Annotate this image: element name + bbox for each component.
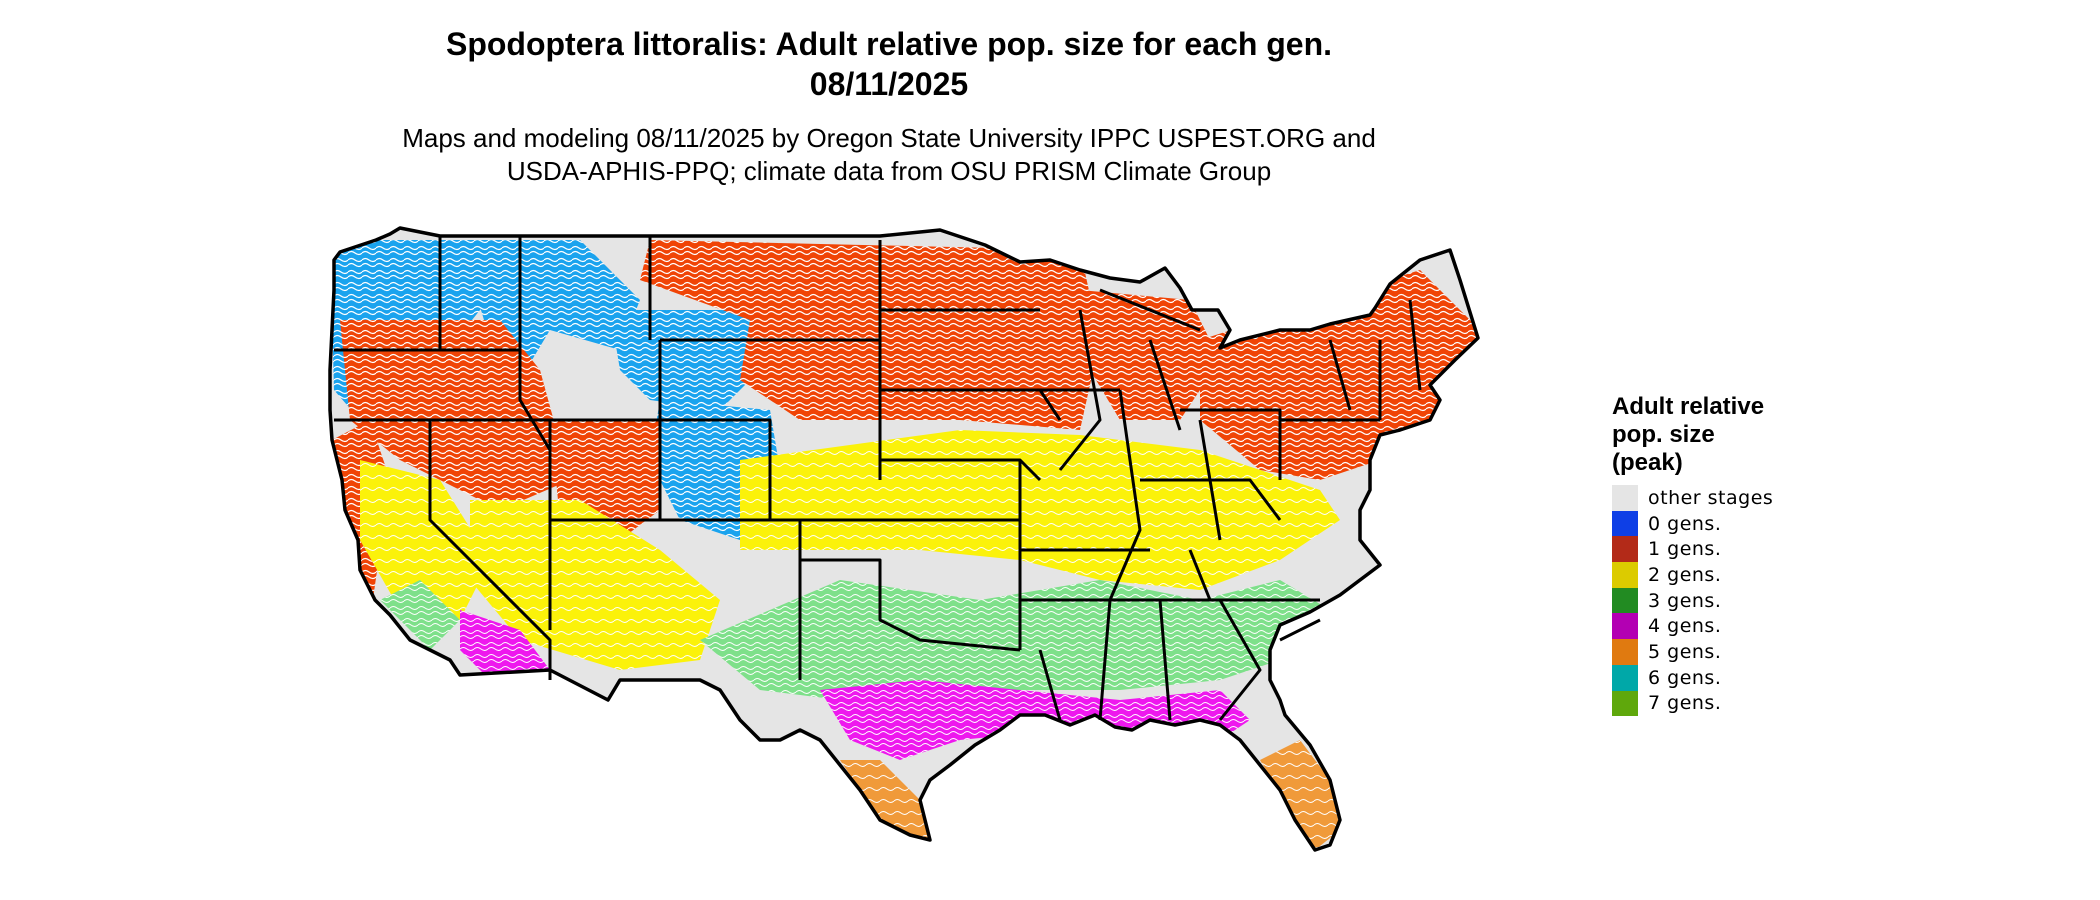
zone-1-gens-great-basin — [340, 320, 570, 510]
zone-3-gens-south-belt — [700, 580, 1330, 700]
legend-swatch — [1612, 536, 1638, 563]
legend-item: other stages — [1612, 485, 1872, 511]
legend-label: 2 gens. — [1648, 563, 1722, 586]
legend-swatch — [1612, 639, 1638, 665]
legend-label: 5 gens. — [1648, 640, 1722, 663]
legend-item: 1 gens. — [1612, 536, 1872, 563]
zone-5-gens-south-texas — [840, 760, 930, 840]
title-line-1: Spodoptera littoralis: Adult relative po… — [445, 26, 1333, 62]
zone-4-gens-arizona — [460, 610, 550, 680]
legend-item: 5 gens. — [1612, 639, 1872, 665]
subtitle-line-1: Maps and modeling 08/11/2025 by Oregon S… — [402, 123, 1376, 153]
legend-item: 2 gens. — [1612, 562, 1872, 588]
map-subtitle: Maps and modeling 08/11/2025 by Oregon S… — [0, 122, 1778, 188]
us-map — [328, 226, 1480, 852]
legend-swatch — [1612, 587, 1638, 614]
zone-3-gens-california-south — [380, 580, 460, 650]
legend-label: 1 gens. — [1648, 538, 1722, 561]
legend-swatch — [1612, 690, 1638, 717]
zone-5-gens-florida — [1260, 740, 1340, 850]
legend-swatch — [1612, 485, 1638, 511]
legend-swatch — [1612, 613, 1638, 640]
legend-swatch — [1612, 664, 1638, 691]
legend-label: 4 gens. — [1648, 615, 1722, 638]
legend-swatch — [1612, 562, 1638, 588]
legend-label: 7 gens. — [1648, 692, 1722, 715]
legend-swatch — [1612, 510, 1638, 537]
title-line-2: 08/11/2025 — [809, 66, 969, 102]
legend-title: Adult relative pop. size (peak) — [1612, 393, 1872, 477]
legend-item: 4 gens. — [1612, 613, 1872, 640]
legend-item: 6 gens. — [1612, 664, 1872, 691]
legend-title-line-3: (peak) — [1612, 449, 1683, 476]
legend-item: 0 gens. — [1612, 510, 1872, 537]
state-borders — [334, 236, 1422, 721]
legend-label: 0 gens. — [1648, 512, 1722, 535]
legend: Adult relative pop. size (peak) other st… — [1612, 393, 1872, 717]
legend-label: 3 gens. — [1648, 589, 1722, 612]
subtitle-line-2: USDA-APHIS-PPQ; climate data from OSU PR… — [506, 156, 1272, 186]
zone-2-gens-arizona-newmexico — [470, 500, 720, 670]
map-title: Spodoptera littoralis: Adult relative po… — [0, 24, 1778, 104]
zone-1-gens-north-plains — [640, 240, 1100, 430]
legend-items: other stages 0 gens. 1 gens. 2 gens. 3 gens.… — [1612, 485, 1872, 717]
legend-item: 3 gens. — [1612, 587, 1872, 614]
legend-title-line-2: pop. size — [1612, 421, 1715, 448]
legend-title-line-1: Adult relative — [1612, 393, 1765, 420]
legend-item: 7 gens. — [1612, 690, 1872, 717]
legend-label: other stages — [1648, 486, 1774, 509]
zone-2-gens-california-nevada — [360, 460, 490, 620]
legend-label: 6 gens. — [1648, 666, 1722, 689]
